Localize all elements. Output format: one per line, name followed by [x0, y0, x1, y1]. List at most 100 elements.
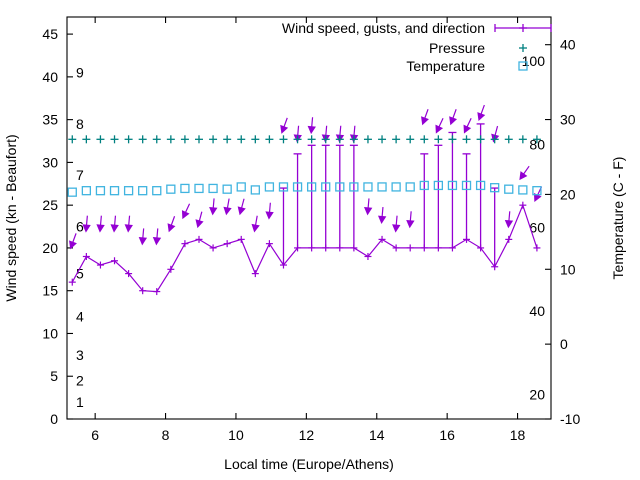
- beaufort-label: 3: [76, 347, 84, 363]
- wind-direction-arrow: [421, 109, 429, 126]
- wind-direction-arrow: [209, 198, 218, 216]
- y2-tick-label: 10: [560, 261, 576, 277]
- beaufort-label: 5: [76, 266, 84, 282]
- wind-direction-arrow: [181, 203, 191, 220]
- temperature-marker: [391, 182, 401, 192]
- temperature-marker: [306, 182, 317, 192]
- arrow-head: [463, 124, 472, 134]
- wind-direction-arrow: [406, 211, 415, 229]
- wind-direction-arrow: [167, 216, 176, 233]
- wind-direction-arrow: [449, 109, 458, 126]
- temperature-marker: [292, 182, 303, 192]
- plot-frame: [66, 16, 552, 420]
- wind-direction-arrow: [195, 211, 204, 229]
- temperature-marker: [95, 186, 106, 196]
- wind-direction-arrow: [307, 117, 316, 135]
- wind-direction-arrow: [435, 117, 444, 134]
- temperature-marker: [321, 182, 331, 192]
- x-tick-label: 6: [91, 427, 99, 443]
- wind-direction-arrow: [82, 215, 91, 233]
- legend-label-2[interactable]: Temperature: [406, 58, 485, 74]
- arrow-head: [392, 224, 401, 233]
- temperature-marker: [518, 185, 528, 195]
- arrow-head: [237, 206, 246, 216]
- wind-direction-arrow: [377, 206, 387, 224]
- temperature-marker: [475, 180, 486, 191]
- temperature-marker: [152, 186, 162, 196]
- y2-tick-label: 40: [560, 37, 576, 53]
- x-tick-label: 8: [162, 427, 170, 443]
- temperature-marker: [405, 182, 415, 192]
- temperature-marker: [208, 183, 218, 194]
- temperature-marker: [532, 186, 542, 196]
- temperature-marker: [166, 184, 176, 194]
- arrow-head: [519, 171, 528, 181]
- y-tick-label: 25: [42, 197, 58, 213]
- arrow-head: [167, 223, 176, 233]
- fahrenheit-label: 80: [529, 136, 545, 152]
- temperature-marker: [490, 183, 500, 193]
- temperature-marker: [81, 186, 92, 196]
- wind-direction-arrow: [237, 198, 246, 216]
- wind-direction-arrow: [504, 211, 514, 229]
- y-tick-label: 35: [42, 112, 58, 128]
- arrow-head: [209, 207, 218, 216]
- y2-tick-label: 20: [560, 186, 576, 202]
- x-tick-label: 10: [228, 427, 244, 443]
- x-axis-title: Local time (Europe/Athens): [224, 456, 394, 472]
- beaufort-label: 8: [76, 116, 84, 132]
- wind-direction-arrow: [251, 215, 260, 233]
- temperature-marker: [433, 180, 444, 191]
- y-tick-label: 15: [42, 283, 58, 299]
- arrow-head: [504, 219, 514, 229]
- x-tick-label: 16: [439, 427, 455, 443]
- y-tick-label: 45: [42, 26, 58, 42]
- temperature-marker: [222, 184, 232, 194]
- arrow-head: [69, 240, 77, 250]
- temperature-marker: [504, 184, 514, 194]
- fahrenheit-label: 40: [529, 303, 545, 319]
- y2-axis-title: Temperature (C - F): [610, 157, 626, 280]
- temperature-marker: [67, 187, 77, 197]
- y2-tick-label: -10: [560, 411, 580, 427]
- fahrenheit-label: 20: [529, 386, 545, 402]
- beaufort-label: 7: [76, 167, 84, 183]
- arrow-head: [449, 116, 458, 126]
- wind-direction-arrow: [477, 104, 486, 122]
- temperature-marker: [377, 182, 387, 192]
- legend-label-1[interactable]: Pressure: [429, 40, 485, 56]
- temperature-marker: [335, 182, 345, 192]
- temperature-marker: [419, 180, 429, 191]
- wind-direction-arrow: [110, 215, 119, 233]
- arrow-head: [377, 215, 387, 224]
- arrow-head: [265, 211, 274, 220]
- wind-direction-arrow: [124, 215, 133, 233]
- y-tick-label: 40: [42, 69, 58, 85]
- wind-direction-arrow: [152, 228, 162, 246]
- arrow-head: [124, 224, 133, 233]
- arrow-head: [110, 224, 119, 233]
- arrow-head: [96, 224, 105, 233]
- wind-direction-arrow: [265, 202, 274, 220]
- wind-direction-arrow: [392, 215, 401, 233]
- y-axis-title: Wind speed (kn - Beaufort): [3, 134, 19, 301]
- temperature-marker: [363, 182, 373, 192]
- y2-tick-label: 30: [560, 112, 576, 128]
- temperature-marker: [194, 183, 204, 194]
- y-tick-label: 30: [42, 154, 58, 170]
- wind-direction-arrow: [463, 117, 472, 134]
- arrow-head: [195, 219, 204, 229]
- y-tick-label: 0: [50, 411, 58, 427]
- y2-tick-label: 0: [560, 336, 568, 352]
- arrow-head: [181, 210, 190, 220]
- arrow-head: [152, 237, 162, 246]
- legend-label-0[interactable]: Wind speed, gusts, and direction: [282, 20, 485, 36]
- x-tick-label: 18: [510, 427, 526, 443]
- y-tick-label: 20: [42, 240, 58, 256]
- temperature-marker: [278, 182, 289, 192]
- fahrenheit-label: 60: [529, 219, 545, 235]
- x-tick-label: 12: [299, 427, 315, 443]
- legend-marker: [518, 61, 528, 71]
